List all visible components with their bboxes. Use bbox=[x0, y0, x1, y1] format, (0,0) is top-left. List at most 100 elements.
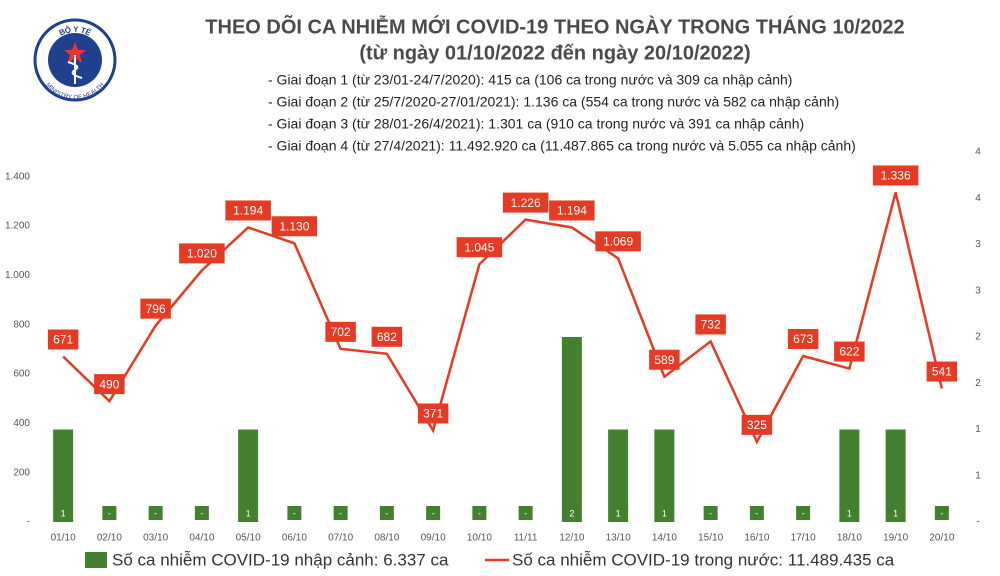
x-tick-label: 07/10 bbox=[328, 533, 353, 544]
value-label: 1.336 bbox=[881, 169, 911, 183]
value-label: - bbox=[432, 508, 435, 518]
x-tick-label: 18/10 bbox=[837, 533, 862, 544]
value-label-bg bbox=[148, 506, 163, 520]
value-label-bg bbox=[426, 506, 441, 520]
value-label: 1.045 bbox=[464, 240, 494, 254]
value-label-bg bbox=[926, 361, 958, 382]
y2-tick-label: 4 bbox=[975, 147, 981, 158]
y-tick-label: 400 bbox=[13, 418, 30, 429]
value-label-bg bbox=[595, 231, 641, 252]
y-tick-label: - bbox=[27, 517, 30, 528]
note: - Giai đoạn 4 (từ 27/4/2021): 11.492.920… bbox=[268, 138, 856, 154]
x-tick-label: 01/10 bbox=[51, 533, 76, 544]
y-tick-label: 600 bbox=[13, 369, 30, 380]
value-label: - bbox=[293, 508, 296, 518]
logo: BỘ Y TẾ MINISTRY OF HEALTH bbox=[33, 18, 117, 102]
value-label: 682 bbox=[377, 330, 397, 344]
x-tick-label: 02/10 bbox=[97, 533, 122, 544]
value-label-bg bbox=[472, 506, 487, 520]
value-label-bg bbox=[842, 506, 857, 520]
x-tick-label: 08/10 bbox=[374, 533, 399, 544]
value-label: 671 bbox=[53, 333, 73, 347]
x-tick-label: 03/10 bbox=[143, 533, 168, 544]
value-label-bg bbox=[371, 326, 403, 347]
chart-title: THEO DÕI CA NHIỄM MỚI COVID-19 THEO NGÀY… bbox=[205, 14, 904, 38]
value-label-bg bbox=[657, 506, 672, 520]
value-label-bg bbox=[140, 298, 171, 319]
value-label-bg bbox=[241, 506, 256, 520]
value-label-bg bbox=[649, 349, 680, 370]
value-label-bg bbox=[194, 506, 209, 520]
note: - Giai đoạn 1 (từ 23/01-24/7/2020): 415 … bbox=[268, 72, 792, 88]
value-label: 796 bbox=[146, 302, 166, 316]
x-tick-label: 14/10 bbox=[652, 533, 677, 544]
value-label-bg bbox=[741, 414, 773, 435]
x-tick-label: 12/10 bbox=[559, 533, 584, 544]
value-label: 371 bbox=[423, 407, 443, 421]
x-tick-label: 10/10 bbox=[467, 533, 492, 544]
value-label: - bbox=[802, 508, 805, 518]
value-label: - bbox=[755, 508, 758, 518]
value-label: 1.130 bbox=[279, 219, 309, 233]
value-label-bg bbox=[102, 506, 117, 520]
y-tick-label: 1.400 bbox=[5, 171, 30, 182]
value-label-bg bbox=[695, 314, 726, 335]
x-tick-label: 19/10 bbox=[883, 533, 908, 544]
value-label-bg bbox=[872, 165, 919, 186]
line bbox=[62, 192, 944, 445]
value-label: 622 bbox=[839, 345, 859, 359]
y2-tick-label: 1 bbox=[975, 424, 981, 435]
value-label-bg bbox=[417, 403, 449, 424]
value-label: - bbox=[385, 508, 388, 518]
value-label: 732 bbox=[701, 318, 721, 332]
logo-text: BỘ Y TẾ bbox=[58, 25, 94, 38]
value-label: 1.020 bbox=[187, 247, 217, 261]
value-label: 1 bbox=[893, 508, 898, 518]
value-label: 2 bbox=[569, 508, 574, 518]
value-label-bg bbox=[56, 506, 71, 520]
y2-tick-label: 2 bbox=[975, 332, 981, 343]
value-label-bg bbox=[703, 506, 718, 520]
value-label-bg bbox=[934, 506, 949, 520]
value-label-bg bbox=[502, 192, 549, 213]
value-label: 1 bbox=[662, 508, 667, 518]
value-label-bg bbox=[796, 506, 811, 520]
value-label-bg bbox=[325, 321, 356, 342]
legend-label: Số ca nhiễm COVID-19 nhập cảnh: 6.337 ca bbox=[112, 550, 449, 569]
y2-tick-label: 3 bbox=[975, 285, 981, 296]
x-tick-label: 06/10 bbox=[282, 533, 307, 544]
note: - Giai đoạn 3 (từ 28/01-26/4/2021): 1.30… bbox=[268, 116, 804, 132]
value-label: 1 bbox=[246, 508, 251, 518]
value-label-bg bbox=[94, 374, 125, 395]
value-label: - bbox=[940, 508, 943, 518]
x-tick-label: 13/10 bbox=[606, 533, 631, 544]
value-label-bg bbox=[456, 237, 503, 258]
y-tick-label: 1.200 bbox=[5, 221, 30, 232]
value-label: 589 bbox=[654, 353, 674, 367]
note: - Giai đoạn 2 (từ 25/7/2020-27/01/2021):… bbox=[268, 94, 839, 110]
value-label-bg bbox=[518, 506, 533, 520]
value-label: 1.194 bbox=[233, 204, 263, 218]
value-label-bg bbox=[834, 341, 865, 362]
value-label: 1.226 bbox=[511, 196, 541, 210]
value-label-bg bbox=[287, 506, 302, 520]
value-label-bg bbox=[787, 328, 819, 349]
value-label: 490 bbox=[99, 377, 119, 391]
x-tick-label: 17/10 bbox=[791, 533, 816, 544]
y2-tick-label: - bbox=[976, 517, 979, 528]
bar bbox=[885, 429, 906, 522]
bar bbox=[561, 337, 582, 522]
chart-subtitle: (từ ngày 01/10/2022 đến ngày 20/10/2022) bbox=[359, 42, 750, 64]
y2-tick-label: 3 bbox=[975, 239, 981, 250]
x-tick-label: 20/10 bbox=[929, 533, 954, 544]
legend-label: Số ca nhiễm COVID-19 trong nước: 11.489.… bbox=[512, 550, 895, 569]
value-label: - bbox=[108, 508, 111, 518]
value-label: 541 bbox=[932, 365, 952, 379]
value-label: 325 bbox=[747, 418, 767, 432]
legend-swatch bbox=[85, 552, 107, 568]
x-tick-label: 15/10 bbox=[698, 533, 723, 544]
value-label: - bbox=[339, 508, 342, 518]
y2-tick-label: 1 bbox=[975, 470, 981, 481]
value-label-bg bbox=[888, 506, 903, 520]
